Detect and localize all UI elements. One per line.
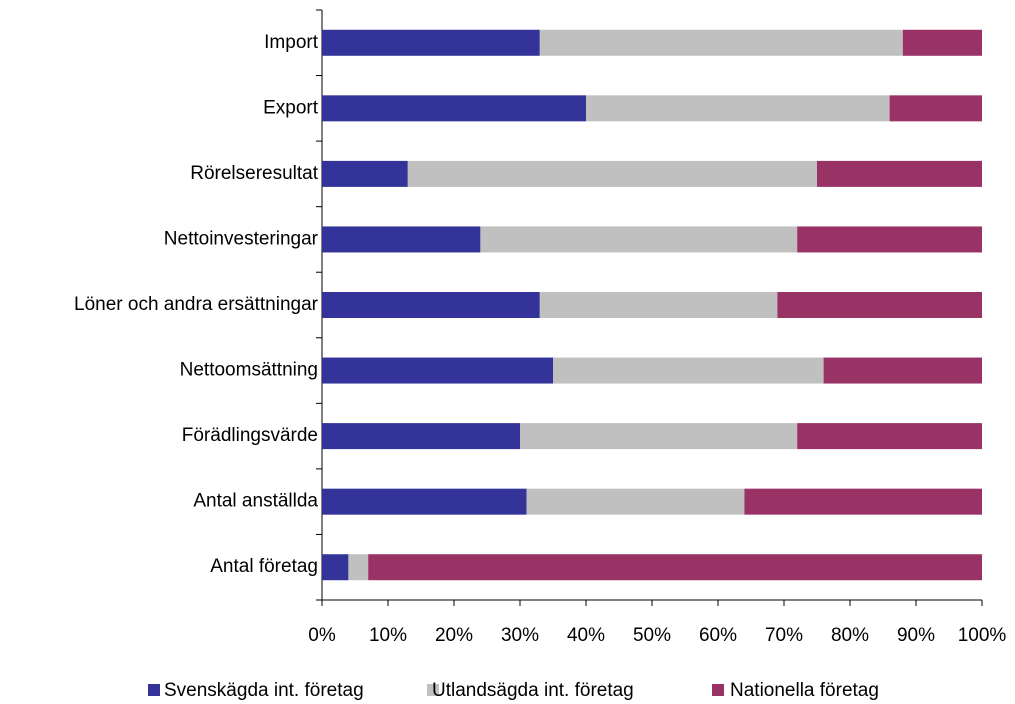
bar-segment — [797, 226, 982, 253]
x-tick-label: 80% — [831, 625, 869, 646]
x-tick-label: 10% — [369, 625, 407, 646]
bar-segment — [322, 95, 586, 122]
bar-segment — [520, 423, 798, 450]
x-tick-label: 60% — [699, 625, 737, 646]
bar-segment — [797, 423, 982, 450]
bar-segment — [322, 29, 540, 56]
x-tick-label: 50% — [633, 625, 671, 646]
bar-segment — [777, 292, 982, 318]
x-tick-label: 100% — [958, 625, 1007, 646]
y-tick-label: Nettoinvesteringar — [164, 228, 319, 249]
legend-swatch — [712, 684, 724, 696]
bar-segment — [889, 95, 982, 122]
bar-segment — [322, 160, 408, 187]
bar-segment — [586, 95, 890, 122]
bar-segment — [322, 357, 553, 384]
bar-segment — [322, 226, 481, 253]
y-tick-label: Löner och andra ersättningar — [74, 294, 319, 315]
bar-segment — [902, 29, 982, 56]
x-tick-label: 90% — [897, 625, 935, 646]
y-tick-label: Rörelseresultat — [190, 163, 318, 184]
bar-segment — [368, 554, 982, 581]
bar-segment — [553, 357, 824, 384]
bar-segment — [322, 292, 540, 318]
bar-segment — [823, 357, 982, 384]
y-tick-label: Antal anställda — [193, 491, 318, 512]
x-tick-label: 30% — [501, 625, 539, 646]
legend-swatch — [148, 684, 160, 696]
bar-segment — [539, 292, 778, 318]
bar-segment — [526, 488, 745, 515]
y-tick-label: Antal företag — [210, 556, 318, 577]
bar-segment — [407, 160, 817, 187]
bar-segment — [348, 554, 369, 581]
bar-segment — [480, 226, 798, 253]
legend-label: Svenskägda int. företag — [164, 680, 364, 701]
bar-segment — [744, 488, 982, 515]
legend-label: Nationella företag — [730, 680, 879, 701]
x-tick-label: 20% — [435, 625, 473, 646]
legend-swatch — [427, 684, 439, 696]
y-tick-label: Nettoomsättning — [180, 360, 318, 381]
x-tick-label: 0% — [308, 625, 336, 646]
legend-label: Utlandsägda int. företag — [432, 680, 634, 701]
y-tick-label: Export — [263, 97, 319, 118]
bar-segment — [817, 160, 982, 187]
x-tick-label: 40% — [567, 625, 605, 646]
bar-segment — [322, 554, 349, 581]
bar-segment — [539, 29, 903, 56]
y-tick-label: Förädlingsvärde — [182, 425, 318, 446]
x-tick-label: 70% — [765, 625, 803, 646]
bar-segment — [322, 423, 520, 450]
bar-segment — [322, 488, 527, 515]
y-tick-label: Import — [264, 32, 319, 53]
